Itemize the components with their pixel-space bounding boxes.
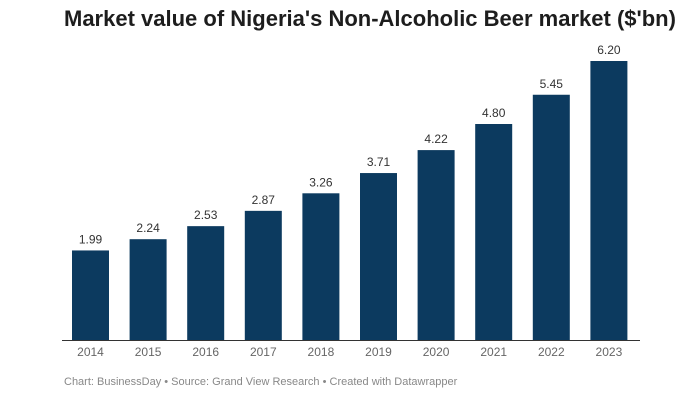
data-label: 2.24 <box>136 221 160 235</box>
bar <box>532 94 570 340</box>
data-label: 2.87 <box>252 193 276 207</box>
x-tick-label: 2017 <box>250 345 277 359</box>
data-label: 4.22 <box>424 132 448 146</box>
bar <box>244 210 282 340</box>
x-tick-label: 2021 <box>480 345 507 359</box>
x-tick-label: 2016 <box>192 345 219 359</box>
x-tick-label: 2015 <box>135 345 162 359</box>
bar <box>417 150 455 340</box>
bar <box>590 61 628 340</box>
x-tick-label: 2014 <box>77 345 104 359</box>
bar <box>187 226 225 340</box>
data-label: 1.99 <box>79 232 103 246</box>
data-label: 3.26 <box>309 175 333 189</box>
chart-footer: Chart: BusinessDay • Source: Grand View … <box>64 376 458 388</box>
data-label: 3.71 <box>367 155 391 169</box>
bar <box>475 124 513 340</box>
chart-title: Market value of Nigeria's Non-Alcoholic … <box>64 6 676 31</box>
data-label: 6.20 <box>597 43 621 57</box>
data-label: 4.80 <box>482 106 506 120</box>
bar <box>360 173 397 340</box>
x-tick-label: 2019 <box>365 345 392 359</box>
x-tick-label: 2022 <box>538 345 565 359</box>
data-label: 2.53 <box>194 208 218 222</box>
bar <box>302 193 340 340</box>
x-tick-label: 2020 <box>423 345 450 359</box>
bar <box>72 250 109 340</box>
x-tick-label: 2023 <box>596 345 623 359</box>
x-tick-label: 2018 <box>308 345 335 359</box>
bar <box>129 239 167 340</box>
data-label: 5.45 <box>540 77 564 91</box>
